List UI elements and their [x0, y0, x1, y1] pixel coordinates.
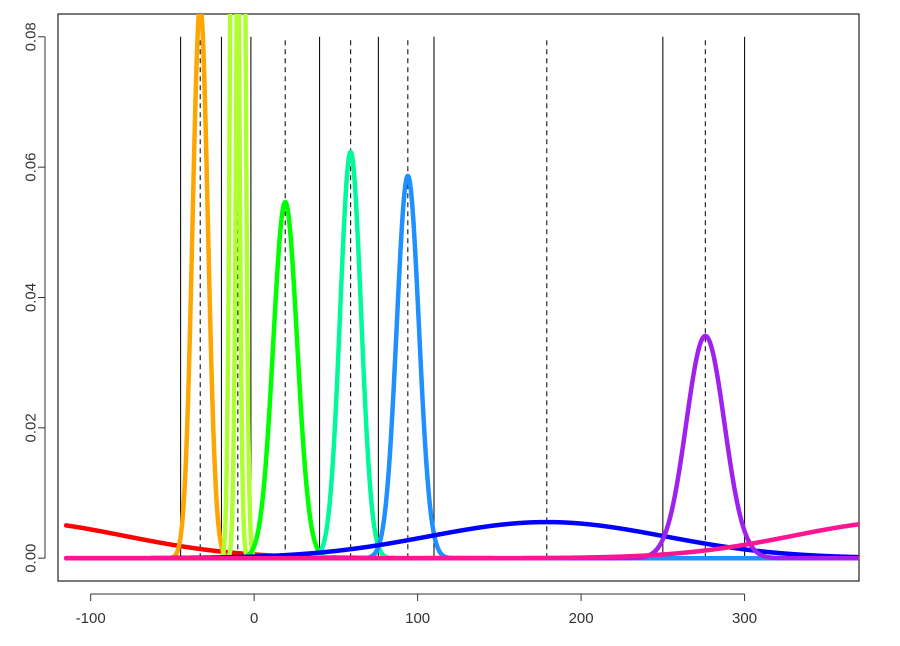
y-tick-label: 0.08 — [23, 22, 40, 51]
x-tick-label: 200 — [569, 610, 594, 627]
x-axis: -100 0 100 200 300 — [76, 593, 757, 627]
y-tick-label: 0.04 — [23, 283, 40, 312]
y-tick-label: 0.00 — [23, 544, 40, 573]
density-curve-9 — [63, 522, 859, 561]
density-curve-1 — [63, 14, 859, 561]
y-tick-label: 0.06 — [23, 153, 40, 182]
y-tick-label: 0.02 — [23, 413, 40, 442]
x-tick-label: 0 — [250, 610, 258, 627]
density-curve-7 — [63, 519, 859, 561]
x-tick-label: 100 — [405, 610, 430, 627]
plot-box — [57, 13, 860, 582]
x-tick-label: -100 — [76, 610, 106, 627]
x-tick-label: 300 — [732, 610, 757, 627]
density-curves — [63, 14, 859, 561]
y-axis: 0.00 0.02 0.04 0.06 0.08 — [23, 22, 46, 573]
